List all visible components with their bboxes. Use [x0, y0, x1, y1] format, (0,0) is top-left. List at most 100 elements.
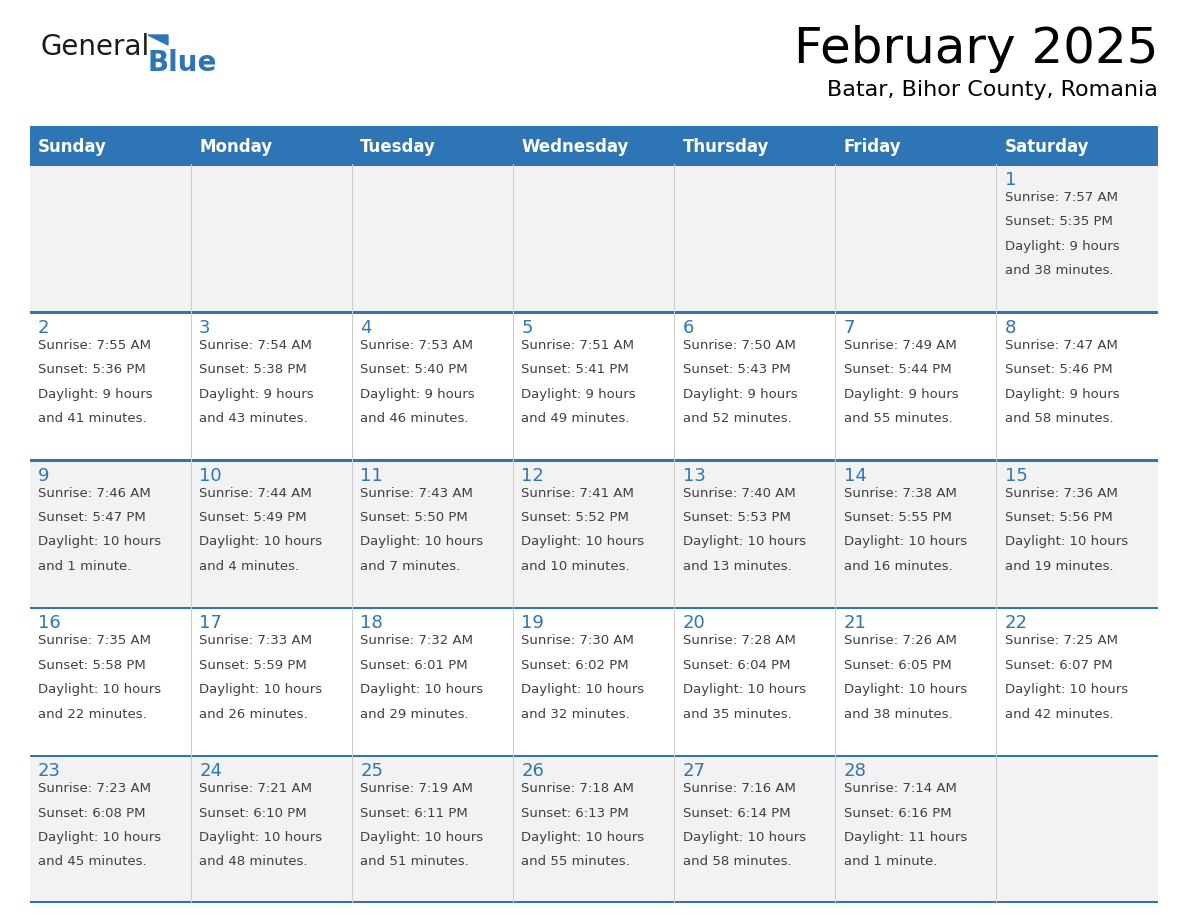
Text: 8: 8: [1005, 319, 1016, 337]
Text: Tuesday: Tuesday: [360, 138, 436, 156]
Text: Sunset: 5:49 PM: Sunset: 5:49 PM: [200, 511, 307, 524]
Text: Friday: Friday: [843, 138, 902, 156]
Text: Daylight: 9 hours: Daylight: 9 hours: [522, 387, 636, 400]
Text: February 2025: February 2025: [794, 25, 1158, 73]
Text: Daylight: 10 hours: Daylight: 10 hours: [522, 683, 645, 696]
Text: Sunset: 5:55 PM: Sunset: 5:55 PM: [843, 511, 952, 524]
Text: 27: 27: [683, 762, 706, 780]
Bar: [675, 164, 835, 312]
Bar: [675, 756, 835, 903]
Text: 2: 2: [38, 319, 50, 337]
Text: and 16 minutes.: and 16 minutes.: [843, 560, 953, 573]
Bar: [30, 459, 1158, 462]
Text: and 1 minute.: and 1 minute.: [38, 560, 132, 573]
Text: and 29 minutes.: and 29 minutes.: [360, 708, 469, 721]
Polygon shape: [148, 35, 168, 45]
Text: and 43 minutes.: and 43 minutes.: [200, 412, 308, 425]
Bar: [513, 608, 675, 756]
Bar: [675, 460, 835, 608]
Text: Sunset: 5:43 PM: Sunset: 5:43 PM: [683, 364, 790, 376]
Text: Daylight: 10 hours: Daylight: 10 hours: [843, 535, 967, 548]
Text: Sunset: 5:36 PM: Sunset: 5:36 PM: [38, 364, 146, 376]
Text: Sunrise: 7:47 AM: Sunrise: 7:47 AM: [1005, 339, 1118, 352]
Text: Sunset: 5:41 PM: Sunset: 5:41 PM: [522, 364, 630, 376]
Text: and 1 minute.: and 1 minute.: [843, 856, 937, 868]
Bar: [513, 130, 675, 164]
Bar: [30, 312, 191, 460]
Bar: [997, 312, 1158, 460]
Text: Thursday: Thursday: [683, 138, 769, 156]
Text: Daylight: 10 hours: Daylight: 10 hours: [200, 831, 322, 844]
Text: Sunset: 6:11 PM: Sunset: 6:11 PM: [360, 807, 468, 820]
Text: Sunrise: 7:35 AM: Sunrise: 7:35 AM: [38, 634, 151, 647]
Text: Sunrise: 7:41 AM: Sunrise: 7:41 AM: [522, 487, 634, 499]
Text: 19: 19: [522, 614, 544, 633]
Text: 7: 7: [843, 319, 855, 337]
Text: Sunrise: 7:46 AM: Sunrise: 7:46 AM: [38, 487, 151, 499]
Text: Sunset: 5:35 PM: Sunset: 5:35 PM: [1005, 216, 1113, 229]
Text: 13: 13: [683, 466, 706, 485]
Text: 4: 4: [360, 319, 372, 337]
Text: Sunset: 5:52 PM: Sunset: 5:52 PM: [522, 511, 630, 524]
Text: 16: 16: [38, 614, 61, 633]
Bar: [353, 164, 513, 312]
Bar: [353, 608, 513, 756]
Bar: [997, 608, 1158, 756]
Text: Sunrise: 7:25 AM: Sunrise: 7:25 AM: [1005, 634, 1118, 647]
Bar: [675, 608, 835, 756]
Text: Daylight: 10 hours: Daylight: 10 hours: [843, 683, 967, 696]
Text: Sunrise: 7:57 AM: Sunrise: 7:57 AM: [1005, 191, 1118, 204]
Text: Sunset: 5:59 PM: Sunset: 5:59 PM: [200, 659, 307, 672]
Bar: [30, 608, 191, 756]
Text: 6: 6: [683, 319, 694, 337]
Text: 23: 23: [38, 762, 61, 780]
Text: Daylight: 10 hours: Daylight: 10 hours: [1005, 683, 1127, 696]
Text: Daylight: 10 hours: Daylight: 10 hours: [522, 535, 645, 548]
Bar: [30, 755, 1158, 757]
Text: Daylight: 10 hours: Daylight: 10 hours: [683, 535, 805, 548]
Text: 22: 22: [1005, 614, 1028, 633]
Text: Daylight: 10 hours: Daylight: 10 hours: [360, 831, 484, 844]
Text: General: General: [40, 33, 150, 61]
Bar: [997, 460, 1158, 608]
Bar: [997, 164, 1158, 312]
Text: Sunrise: 7:18 AM: Sunrise: 7:18 AM: [522, 782, 634, 795]
Text: Sunset: 6:16 PM: Sunset: 6:16 PM: [843, 807, 952, 820]
Bar: [30, 164, 191, 312]
Text: Daylight: 9 hours: Daylight: 9 hours: [843, 387, 959, 400]
Text: Batar, Bihor County, Romania: Batar, Bihor County, Romania: [827, 80, 1158, 100]
Bar: [353, 312, 513, 460]
Text: Blue: Blue: [148, 49, 217, 77]
Bar: [835, 312, 997, 460]
Bar: [997, 756, 1158, 903]
Text: Daylight: 10 hours: Daylight: 10 hours: [683, 831, 805, 844]
Bar: [835, 756, 997, 903]
Text: Monday: Monday: [200, 138, 272, 156]
Text: Sunset: 6:04 PM: Sunset: 6:04 PM: [683, 659, 790, 672]
Text: Sunset: 6:13 PM: Sunset: 6:13 PM: [522, 807, 630, 820]
Text: Daylight: 10 hours: Daylight: 10 hours: [1005, 535, 1127, 548]
Bar: [30, 901, 1158, 903]
Bar: [30, 130, 191, 164]
Text: Sunset: 5:56 PM: Sunset: 5:56 PM: [1005, 511, 1113, 524]
Text: Daylight: 10 hours: Daylight: 10 hours: [38, 683, 162, 696]
Text: Daylight: 9 hours: Daylight: 9 hours: [683, 387, 797, 400]
Text: Daylight: 9 hours: Daylight: 9 hours: [38, 387, 152, 400]
Text: and 52 minutes.: and 52 minutes.: [683, 412, 791, 425]
Text: Sunrise: 7:36 AM: Sunrise: 7:36 AM: [1005, 487, 1118, 499]
Text: Sunrise: 7:53 AM: Sunrise: 7:53 AM: [360, 339, 473, 352]
Text: Saturday: Saturday: [1005, 138, 1089, 156]
Text: and 42 minutes.: and 42 minutes.: [1005, 708, 1113, 721]
Bar: [997, 130, 1158, 164]
Text: Sunrise: 7:50 AM: Sunrise: 7:50 AM: [683, 339, 796, 352]
Bar: [30, 756, 191, 903]
Text: Sunset: 5:38 PM: Sunset: 5:38 PM: [200, 364, 307, 376]
Text: and 10 minutes.: and 10 minutes.: [522, 560, 630, 573]
Text: and 22 minutes.: and 22 minutes.: [38, 708, 147, 721]
Text: Sunrise: 7:54 AM: Sunrise: 7:54 AM: [200, 339, 312, 352]
Text: Daylight: 10 hours: Daylight: 10 hours: [200, 683, 322, 696]
Text: Sunrise: 7:40 AM: Sunrise: 7:40 AM: [683, 487, 795, 499]
Text: 24: 24: [200, 762, 222, 780]
Text: 25: 25: [360, 762, 384, 780]
Bar: [513, 756, 675, 903]
